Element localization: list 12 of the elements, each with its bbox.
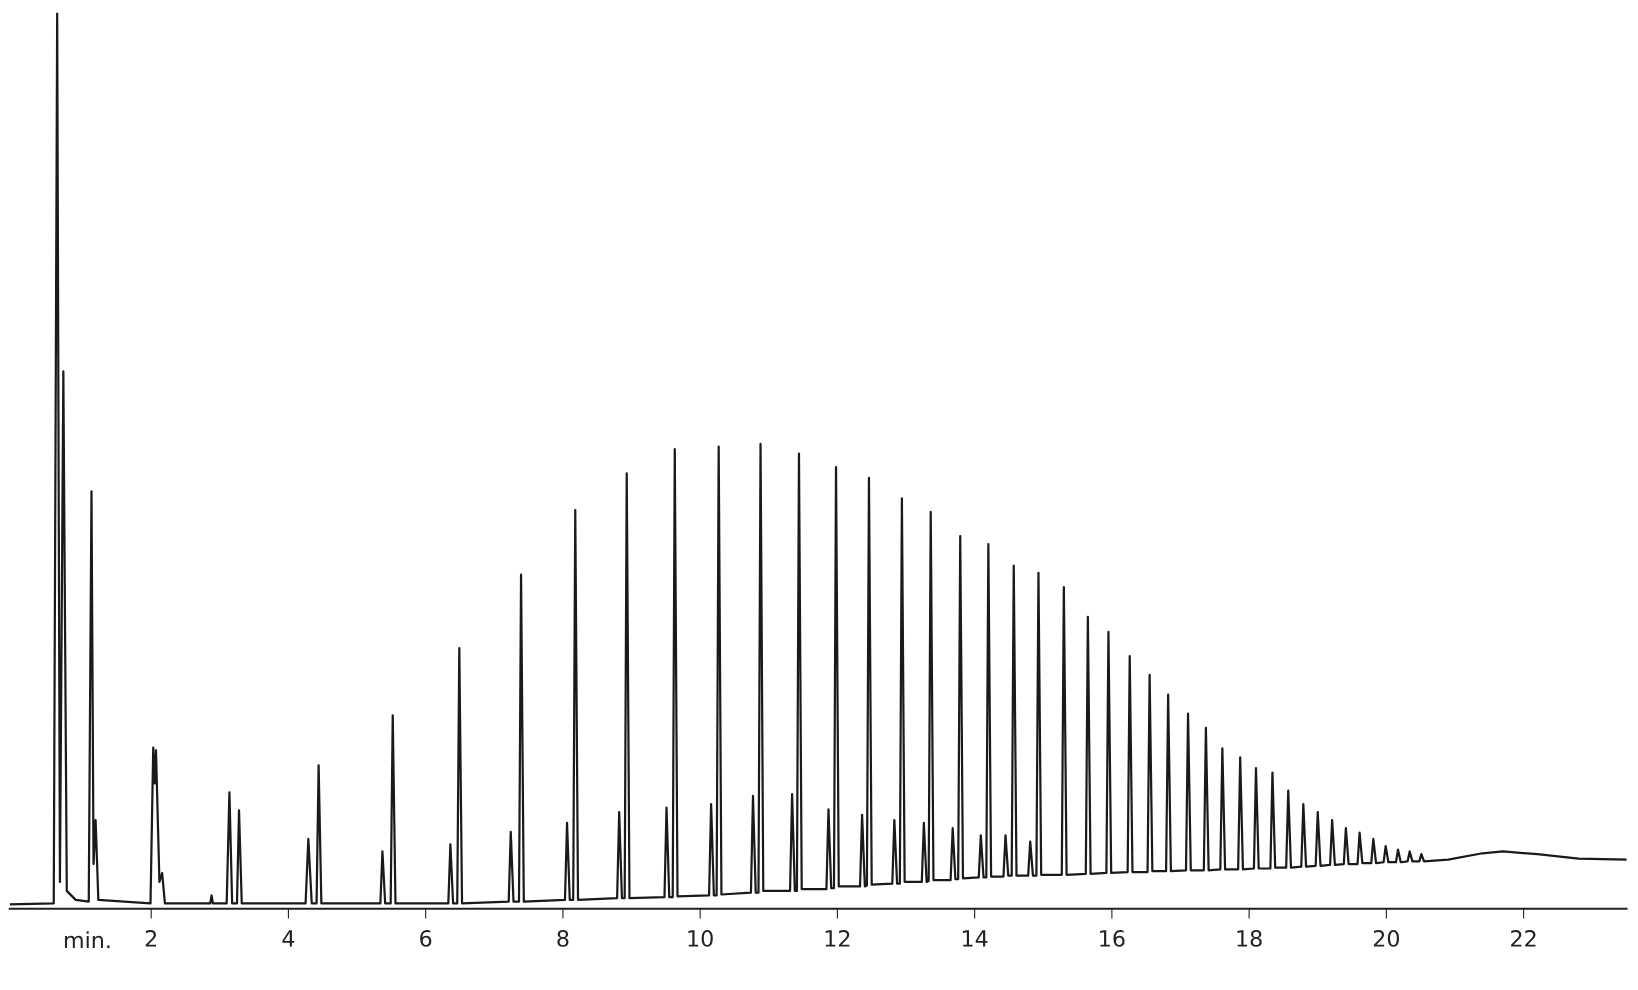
x-tick-label: 4 [282,930,295,947]
x-axis-title: min. [64,931,110,949]
x-tick-label: 8 [557,930,569,947]
x-tick-label: 6 [420,930,432,947]
x-tick-label: 20 [1373,930,1400,947]
x-tick-label: 14 [962,930,988,947]
x-tick-label: 10 [688,930,713,947]
x-tick-label: 22 [1511,930,1536,947]
x-tick-label: 16 [1100,930,1125,947]
x-tick-label: 2 [145,930,157,947]
x-tick-label: 18 [1237,930,1262,947]
x-tick-label: 12 [825,930,850,947]
